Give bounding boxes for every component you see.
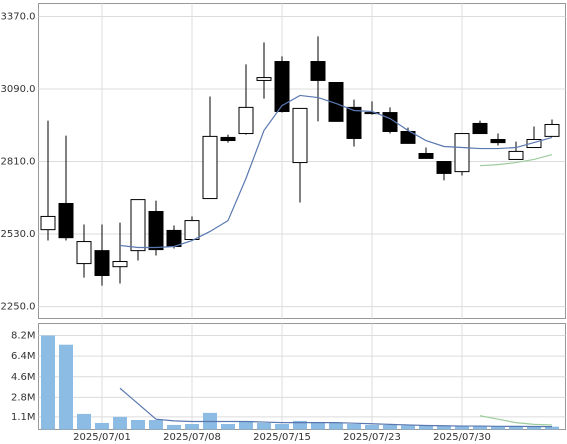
y-tick-label: 3370.0 <box>1 11 36 22</box>
y-tick-label: 2810.0 <box>1 157 36 168</box>
candle-body <box>40 215 56 231</box>
volume-bar <box>329 422 343 430</box>
volume-bar <box>167 424 181 430</box>
volume-bar <box>221 423 235 430</box>
volume-bar <box>437 426 451 430</box>
moving-average-line <box>479 153 553 167</box>
volume-bar <box>401 425 415 430</box>
volume-bar <box>257 422 271 430</box>
candle-body <box>256 77 272 81</box>
volume-bar <box>383 424 397 430</box>
volume-bar <box>95 422 109 430</box>
candle-body <box>454 133 470 173</box>
volume-bar <box>545 426 559 430</box>
candle-body <box>472 122 488 135</box>
volume-bar <box>473 426 487 430</box>
volume-bar <box>365 424 379 430</box>
volume-bar <box>41 335 55 430</box>
volume-bar <box>455 426 469 430</box>
candle-body <box>310 61 326 81</box>
candle-body <box>112 261 128 268</box>
candle-body <box>418 152 434 159</box>
y-tick-label: 6.4M <box>11 351 36 362</box>
moving-average-line <box>479 415 553 426</box>
candle-body <box>274 61 290 113</box>
candle-body <box>328 82 344 122</box>
candle-body <box>184 220 200 240</box>
x-tick-label: 2025/07/01 <box>73 432 131 443</box>
x-tick-label: 2025/07/23 <box>343 432 401 443</box>
y-tick-label: 3090.0 <box>1 84 36 95</box>
volume-bar <box>77 413 91 430</box>
candle-body <box>436 161 452 174</box>
moving-average-line <box>119 94 553 249</box>
x-tick-label: 2025/07/08 <box>163 432 221 443</box>
candle-body <box>130 199 146 252</box>
candle-body <box>490 138 506 144</box>
candle-body <box>166 229 182 247</box>
candle-body <box>400 130 416 144</box>
volume-bar <box>275 423 289 430</box>
volume-bar <box>239 421 253 430</box>
volume-bar <box>527 426 541 430</box>
candle-body <box>202 135 218 200</box>
candle-body <box>220 136 236 142</box>
candle-body <box>148 211 164 251</box>
y-tick-label: 2250.0 <box>1 302 36 313</box>
candle-body <box>508 150 524 160</box>
candle-body <box>292 107 308 164</box>
moving-average-line <box>119 387 553 428</box>
candle-body <box>364 112 380 115</box>
volume-bar <box>185 423 199 430</box>
x-tick-label: 2025/07/30 <box>433 432 491 443</box>
candle-body <box>94 250 110 276</box>
y-tick-label: 2.8M <box>11 392 36 403</box>
y-tick-label: 1.1M <box>11 412 36 423</box>
y-tick-label: 8.2M <box>11 331 36 342</box>
volume-bar <box>311 421 325 430</box>
volume-bar <box>419 425 433 430</box>
candle-body <box>76 241 92 265</box>
candle-body <box>58 202 74 239</box>
volume-bar <box>113 416 127 430</box>
candle-body <box>346 106 362 139</box>
volume-bar <box>149 419 163 430</box>
candle-body <box>238 106 254 135</box>
candle-body <box>526 138 542 149</box>
x-tick-label: 2025/07/15 <box>253 432 311 443</box>
volume-bar <box>293 420 307 430</box>
y-tick-label: 2530.0 <box>1 229 36 240</box>
volume-bar <box>131 419 145 430</box>
candle-body <box>544 123 560 137</box>
volume-bar <box>347 423 361 430</box>
volume-bar <box>491 426 505 430</box>
volume-bar <box>59 344 73 430</box>
y-tick-label: 4.6M <box>11 372 36 383</box>
volume-bar <box>509 426 523 430</box>
